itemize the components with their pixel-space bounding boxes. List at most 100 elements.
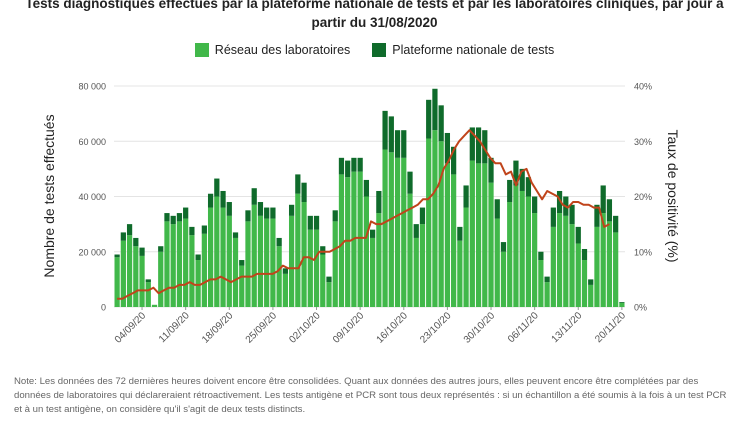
bar-reseau xyxy=(376,213,382,307)
x-tick-label: 16/10/20 xyxy=(375,310,411,346)
bar-plateforme xyxy=(201,225,207,234)
bar-plateforme xyxy=(556,190,563,214)
bar-reseau xyxy=(394,157,401,307)
bar-reseau xyxy=(270,218,276,307)
bar-plateforme xyxy=(114,254,120,258)
bar-reseau xyxy=(133,246,139,307)
bar-reseau xyxy=(151,304,158,307)
bar-plateforme xyxy=(320,246,326,255)
bar-plateforme xyxy=(550,207,556,227)
bar-plateforme xyxy=(295,174,301,194)
bar-reseau xyxy=(369,237,376,307)
bar-reseau xyxy=(245,221,251,307)
bar-reseau xyxy=(507,202,513,307)
x-tick-label: 11/09/20 xyxy=(157,310,192,345)
y-tick-label: 60 000 xyxy=(78,137,106,147)
bar-reseau xyxy=(451,174,457,307)
bar-reseau xyxy=(519,190,525,307)
y-axis-label: Nombre de tests effectués xyxy=(41,114,57,277)
bar-reseau xyxy=(320,254,326,307)
bar-reseau xyxy=(544,282,550,307)
bar-plateforme xyxy=(569,204,575,225)
x-tick-label: 20/11/20 xyxy=(593,310,628,345)
bar-plateforme xyxy=(158,246,164,252)
bar-plateforme xyxy=(170,215,176,225)
bar-plateforme xyxy=(488,157,494,183)
bar-plateforme xyxy=(426,99,432,139)
bar-reseau xyxy=(170,224,176,307)
bars-layer xyxy=(114,88,625,307)
bar-reseau xyxy=(226,215,232,307)
bar-plateforme xyxy=(226,202,232,216)
y2-tick-label: 20% xyxy=(634,192,652,202)
bar-plateforme xyxy=(313,215,320,230)
bar-reseau xyxy=(457,240,463,307)
bar-reseau xyxy=(145,282,151,307)
y-axis-left: 0 20 000 40 000 60 000 80 000 xyxy=(78,82,106,313)
bar-reseau xyxy=(407,193,413,307)
x-tick-label: 02/10/20 xyxy=(287,310,323,346)
bar-plateforme xyxy=(463,185,469,208)
bar-plateforme xyxy=(251,188,257,205)
bar-plateforme xyxy=(469,127,475,161)
bar-plateforme xyxy=(457,226,463,241)
bar-reseau xyxy=(220,207,226,307)
bar-reseau xyxy=(195,260,201,307)
bar-reseau xyxy=(382,149,388,307)
bar-plateforme xyxy=(451,146,457,175)
bar-reseau xyxy=(307,229,313,307)
bar-plateforme xyxy=(257,202,264,216)
bar-reseau xyxy=(482,163,488,307)
y2-tick-label: 30% xyxy=(634,137,652,147)
bar-plateforme xyxy=(432,88,438,131)
bar-plateforme xyxy=(288,204,295,216)
bar-plateforme xyxy=(357,157,363,172)
bar-reseau xyxy=(164,221,170,307)
bar-plateforme xyxy=(475,127,482,164)
bar-plateforme xyxy=(575,226,581,244)
bar-reseau xyxy=(581,260,588,307)
bar-plateforme xyxy=(183,207,189,219)
x-tick-label: 18/09/20 xyxy=(200,310,236,346)
bar-reseau xyxy=(183,218,189,307)
bar-reseau xyxy=(594,226,600,307)
y2-tick-label: 10% xyxy=(634,247,652,257)
bar-reseau xyxy=(513,185,519,307)
bar-reseau xyxy=(469,160,475,307)
legend-item-reseau: Réseau des laboratoires xyxy=(194,43,350,57)
bar-reseau xyxy=(214,196,220,307)
bar-plateforme xyxy=(363,179,370,197)
bar-reseau xyxy=(432,130,438,307)
x-tick-label: 23/10/20 xyxy=(418,310,454,346)
bar-plateforme xyxy=(332,210,338,222)
x-tick-label: 04/09/20 xyxy=(113,310,149,346)
bar-reseau xyxy=(606,221,613,307)
legend-label-plateforme: Plateforme nationale de tests xyxy=(392,43,555,57)
chart-title-line1: Tests diagnostiques effectués par la pla… xyxy=(25,0,724,11)
bar-plateforme xyxy=(232,232,239,238)
bar-plateforme xyxy=(326,276,332,283)
y-tick-label: 80 000 xyxy=(78,82,106,92)
bar-reseau xyxy=(257,215,264,307)
bar-reseau xyxy=(463,207,469,307)
y-tick-label: 20 000 xyxy=(78,247,106,257)
bar-reseau xyxy=(575,243,581,307)
bar-reseau xyxy=(588,284,594,307)
bar-plateforme xyxy=(482,130,488,164)
bar-plateforme xyxy=(413,224,419,238)
bar-plateforme xyxy=(126,224,133,236)
y2-axis-label: Taux de positivité (%) xyxy=(665,129,681,262)
legend-item-plateforme: Plateforme nationale de tests xyxy=(372,43,554,57)
bar-reseau xyxy=(251,204,257,307)
bar-plateforme xyxy=(145,279,151,283)
bar-reseau xyxy=(525,196,532,307)
bar-reseau xyxy=(295,193,301,307)
bar-reseau xyxy=(563,215,569,307)
footnote: Note: Les données des 72 dernières heure… xyxy=(14,376,727,415)
bar-reseau xyxy=(207,207,214,307)
bar-plateforme xyxy=(338,157,345,175)
bar-reseau xyxy=(288,215,295,307)
bar-plateforme xyxy=(245,210,251,222)
x-tick-label: 06/11/20 xyxy=(506,310,541,345)
bar-plateforme xyxy=(345,160,351,178)
